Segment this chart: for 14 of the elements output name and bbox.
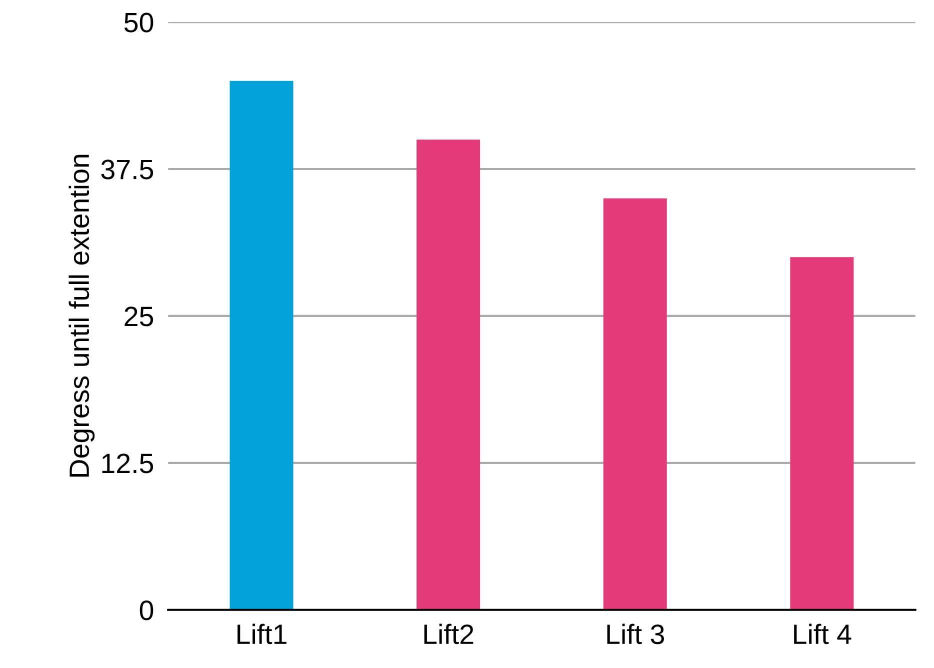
bar <box>416 140 480 610</box>
y-tick-label: 37.5 <box>101 160 154 180</box>
y-tick-label: 0 <box>140 600 154 620</box>
y-tick-label: 12.5 <box>102 454 154 474</box>
bar <box>603 198 667 610</box>
y-tick-label: 25 <box>124 306 154 326</box>
y-axis-title: Degress until full extention <box>68 154 95 477</box>
x-tick-label: Lift 4 <box>794 624 852 644</box>
bar <box>790 257 854 610</box>
y-tick-label: 50 <box>124 12 154 32</box>
x-tick-label: Lift 3 <box>607 624 664 644</box>
x-tick-label: Lift1 <box>238 624 286 644</box>
x-tick-label: Lift2 <box>424 624 474 644</box>
bar <box>230 80 294 610</box>
